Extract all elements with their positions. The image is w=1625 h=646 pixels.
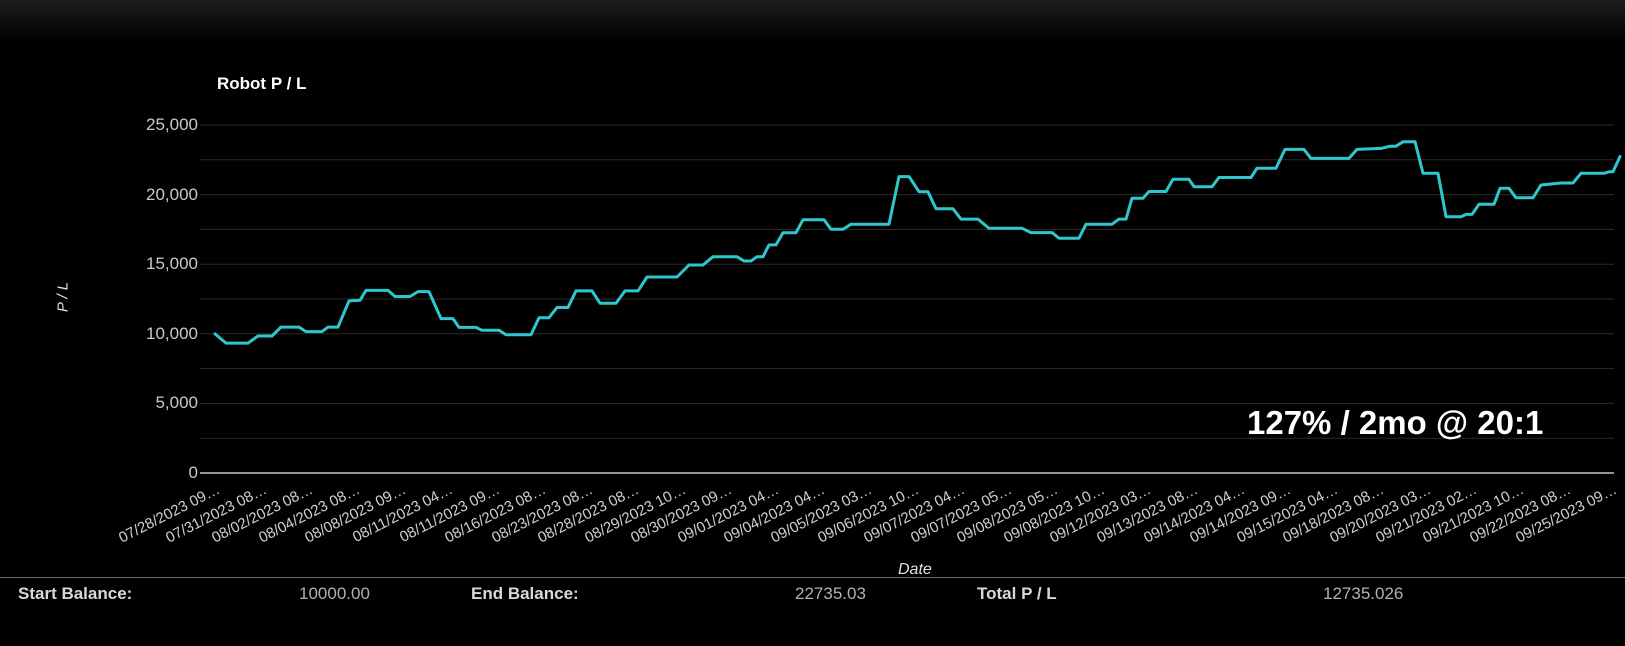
y-tick-label: 5,000 <box>155 393 198 413</box>
x-axis-title: Date <box>898 561 932 578</box>
end-balance-label: End Balance: <box>471 584 579 603</box>
start-balance-label: Start Balance: <box>18 584 133 603</box>
chart-title: Robot P / L <box>217 74 307 93</box>
performance-annotation: 127% / 2mo @ 20:1 <box>1247 404 1544 441</box>
top-gradient <box>0 0 1625 42</box>
y-tick-label: 20,000 <box>146 184 198 204</box>
total-pl-value: 12735.026 <box>1323 584 1404 603</box>
summary-footer: Start Balance: 10000.00 End Balance: 227… <box>0 577 1625 646</box>
y-tick-label: 10,000 <box>146 323 198 343</box>
y-tick-label: 15,000 <box>146 254 198 274</box>
y-tick-label: 0 <box>188 463 198 482</box>
pl-series-line <box>213 140 1622 345</box>
start-balance-value: 10000.00 <box>299 584 370 603</box>
total-pl-label: Total P / L <box>977 584 1057 603</box>
end-balance-value: 22735.03 <box>795 584 866 603</box>
y-tick-label: 25,000 <box>146 115 198 134</box>
